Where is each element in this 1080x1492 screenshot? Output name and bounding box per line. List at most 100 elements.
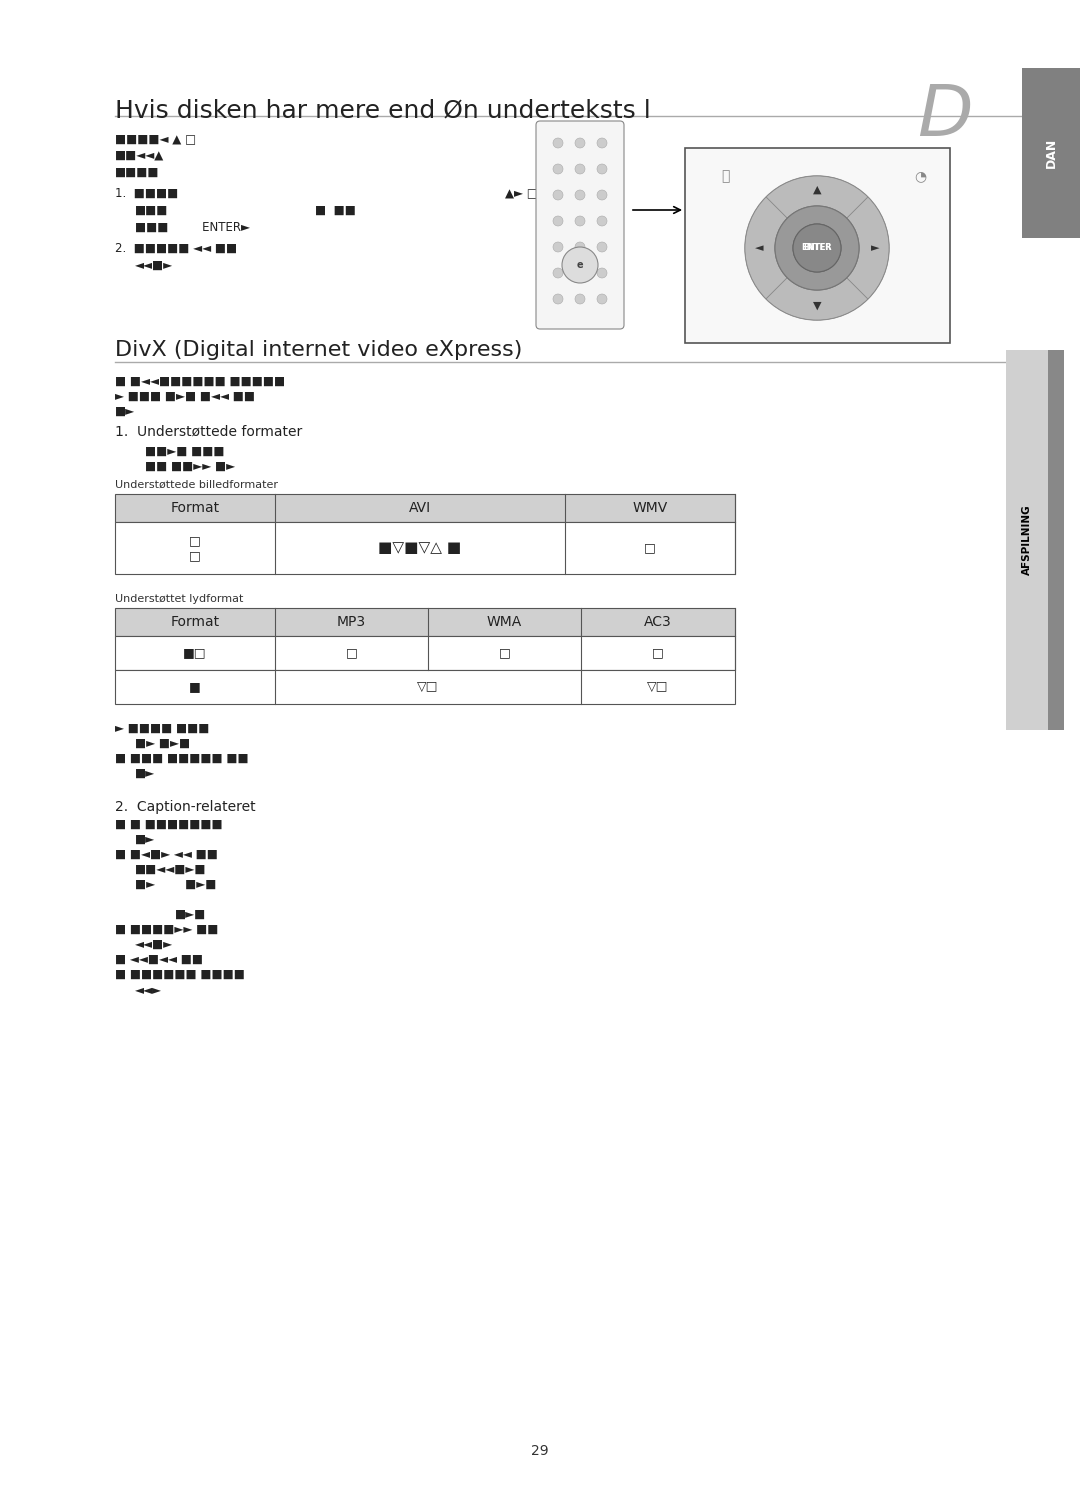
Text: ■■■         ENTER►: ■■■ ENTER► xyxy=(135,221,249,234)
Text: ■►        ■►■: ■► ■►■ xyxy=(135,877,216,891)
Wedge shape xyxy=(766,278,868,319)
Text: WMA: WMA xyxy=(487,615,522,630)
Text: ■►: ■► xyxy=(135,833,156,846)
Text: DAN: DAN xyxy=(1044,137,1057,169)
Text: ENTER: ENTER xyxy=(801,243,833,252)
Circle shape xyxy=(775,206,859,289)
Text: ENTER: ENTER xyxy=(802,243,832,252)
Bar xyxy=(114,522,735,574)
Text: Hvis disken har mere end Øn underteksts l: Hvis disken har mere end Øn underteksts … xyxy=(114,98,651,122)
Text: ■  ■■: ■ ■■ xyxy=(315,204,356,216)
Text: ▼: ▼ xyxy=(813,301,821,310)
Circle shape xyxy=(597,269,607,278)
Text: ◄◄■►: ◄◄■► xyxy=(135,938,173,950)
Text: ■ ■■■■►► ■■: ■ ■■■■►► ■■ xyxy=(114,924,218,935)
Text: MP3: MP3 xyxy=(337,615,366,630)
Circle shape xyxy=(553,294,563,304)
Text: 29: 29 xyxy=(531,1444,549,1458)
Bar xyxy=(114,494,735,522)
Text: □: □ xyxy=(346,646,357,659)
Wedge shape xyxy=(745,197,787,298)
Circle shape xyxy=(597,164,607,175)
Text: ◄: ◄ xyxy=(755,243,764,254)
Circle shape xyxy=(745,176,889,319)
Text: ■■■■: ■■■■ xyxy=(114,166,160,179)
Text: 2.  ■■■■■ ◄◄ ■■: 2. ■■■■■ ◄◄ ■■ xyxy=(114,242,238,255)
Text: ▽□: ▽□ xyxy=(647,680,669,694)
Circle shape xyxy=(597,242,607,252)
Bar xyxy=(685,148,950,343)
Bar xyxy=(114,609,735,636)
Text: Format: Format xyxy=(171,615,219,630)
Circle shape xyxy=(575,164,585,175)
Text: 2.  Caption-relateret: 2. Caption-relateret xyxy=(114,800,256,815)
Text: ■► ■►■: ■► ■►■ xyxy=(135,737,190,750)
Text: ■■■■◄ ▲ □: ■■■■◄ ▲ □ xyxy=(114,131,197,145)
Circle shape xyxy=(562,248,598,283)
Circle shape xyxy=(793,224,841,272)
Text: ▲: ▲ xyxy=(813,185,821,195)
Wedge shape xyxy=(847,197,889,298)
Text: ■■►■ ■■■: ■■►■ ■■■ xyxy=(145,445,225,458)
Text: ■ ■■■■■■ ■■■■: ■ ■■■■■■ ■■■■ xyxy=(114,968,245,982)
Text: ■: ■ xyxy=(189,680,201,694)
Text: ■►: ■► xyxy=(114,404,135,418)
Text: ■►■: ■►■ xyxy=(175,909,206,921)
Text: DivX (Digital internet video eXpress): DivX (Digital internet video eXpress) xyxy=(114,340,523,360)
Circle shape xyxy=(553,137,563,148)
Bar xyxy=(1005,351,1048,730)
Text: 1.  Understøttede formater: 1. Understøttede formater xyxy=(114,425,302,439)
Circle shape xyxy=(597,137,607,148)
Circle shape xyxy=(553,216,563,225)
Circle shape xyxy=(553,269,563,278)
Circle shape xyxy=(575,137,585,148)
Text: ►: ► xyxy=(870,243,879,254)
Text: ■□: ■□ xyxy=(184,646,206,659)
Text: ■ ■ ■■■■■■■: ■ ■ ■■■■■■■ xyxy=(114,818,222,831)
Circle shape xyxy=(597,216,607,225)
Text: □
□: □ □ xyxy=(189,534,201,562)
Text: ■ ■■■ ■■■■■ ■■: ■ ■■■ ■■■■■ ■■ xyxy=(114,752,248,765)
Bar xyxy=(1048,351,1064,730)
Text: □: □ xyxy=(644,542,656,555)
Text: AVI: AVI xyxy=(409,501,431,515)
Bar xyxy=(114,670,735,704)
Text: ◄◄►: ◄◄► xyxy=(135,983,162,997)
Circle shape xyxy=(575,242,585,252)
Text: Understøttede billedformater: Understøttede billedformater xyxy=(114,480,278,489)
Bar xyxy=(1022,69,1080,239)
Text: ► ■■■■ ■■■: ► ■■■■ ■■■ xyxy=(114,722,210,736)
Circle shape xyxy=(597,189,607,200)
Circle shape xyxy=(775,206,859,289)
Text: ◄◄■►: ◄◄■► xyxy=(135,260,173,272)
Text: ⎕: ⎕ xyxy=(720,169,729,184)
Text: ▲► □: ▲► □ xyxy=(505,186,538,200)
Circle shape xyxy=(553,189,563,200)
Text: ■ ■◄■► ◄◄ ■■: ■ ■◄■► ◄◄ ■■ xyxy=(114,847,218,861)
Text: AFSPILNING: AFSPILNING xyxy=(1022,504,1032,576)
Circle shape xyxy=(553,242,563,252)
Text: Format: Format xyxy=(171,501,219,515)
Text: ■■■: ■■■ xyxy=(135,204,168,216)
Text: WMV: WMV xyxy=(633,501,667,515)
Circle shape xyxy=(597,294,607,304)
Text: ■▽■▽△ ■: ■▽■▽△ ■ xyxy=(378,540,461,555)
Circle shape xyxy=(575,269,585,278)
FancyBboxPatch shape xyxy=(536,121,624,330)
Wedge shape xyxy=(766,176,868,218)
Text: 1.  ■■■■: 1. ■■■■ xyxy=(114,186,178,200)
Circle shape xyxy=(575,294,585,304)
Text: ■►: ■► xyxy=(135,767,156,780)
Text: ◔: ◔ xyxy=(914,169,926,184)
Text: Understøttet lydformat: Understøttet lydformat xyxy=(114,594,243,604)
Circle shape xyxy=(793,224,841,272)
Text: □: □ xyxy=(499,646,511,659)
Text: ■■◄◄■►■: ■■◄◄■►■ xyxy=(135,862,206,876)
Text: ■ ◄◄■◄◄ ■■: ■ ◄◄■◄◄ ■■ xyxy=(114,953,203,965)
Circle shape xyxy=(575,216,585,225)
Text: ■ ■◄◄■■■■■■ ■■■■■: ■ ■◄◄■■■■■■ ■■■■■ xyxy=(114,374,285,388)
Text: AC3: AC3 xyxy=(644,615,672,630)
Circle shape xyxy=(553,164,563,175)
Text: ► ■■■ ■►■ ■◄◄ ■■: ► ■■■ ■►■ ■◄◄ ■■ xyxy=(114,389,255,403)
Text: ■■ ■■►► ■►: ■■ ■■►► ■► xyxy=(145,460,235,473)
